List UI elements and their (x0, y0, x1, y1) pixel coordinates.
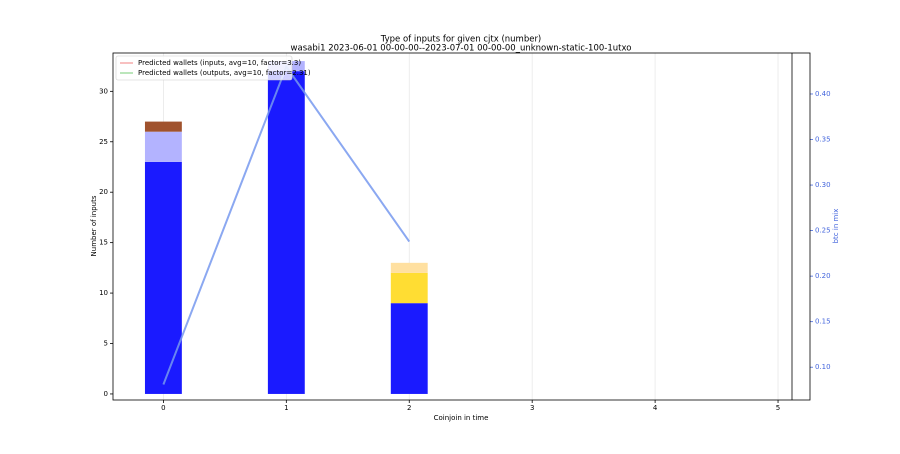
chart-subtitle: wasabi1 2023-06-01 00-00-00--2023-07-01 … (291, 44, 632, 54)
y2-tick-label: 0.20 (815, 272, 831, 280)
legend-label: Predicted wallets (inputs, avg=10, facto… (138, 59, 301, 67)
y2-tick-label: 0.40 (815, 90, 831, 98)
bar (144, 121, 182, 132)
plot-frame (112, 52, 811, 401)
x-tick-label: 2 (407, 404, 411, 412)
y2-tick-label: 0.25 (815, 227, 831, 235)
y-tick-label: 5 (104, 340, 108, 348)
x-tick-label: 1 (284, 404, 288, 412)
y2-tick-label: 0.35 (815, 136, 831, 144)
bar (390, 272, 428, 304)
y-tick-label: 10 (99, 289, 108, 297)
bar (390, 262, 428, 273)
y2-tick-label: 0.10 (815, 363, 831, 371)
y-axis-label: Number of inputs (90, 195, 98, 256)
y-tick-label: 20 (99, 188, 108, 196)
chart-title: Type of inputs for given cjtx (number) (380, 35, 542, 45)
legend-box (115, 55, 293, 81)
bar (390, 303, 428, 394)
y-tick-label: 25 (99, 138, 108, 146)
y-tick-label: 15 (99, 239, 108, 247)
y2-tick-label: 0.15 (815, 318, 831, 326)
bar (144, 131, 182, 162)
x-tick-label: 5 (776, 404, 780, 412)
x-axis-label: Coinjoin in time (434, 414, 489, 422)
y-tick-label: 0 (104, 390, 108, 398)
bar (267, 71, 305, 394)
x-tick-label: 0 (161, 404, 165, 412)
legend-label: Predicted wallets (outputs, avg=10, fact… (138, 69, 311, 77)
x-tick-label: 4 (653, 404, 658, 412)
x-tick-label: 3 (530, 404, 534, 412)
y2-tick-label: 0.30 (815, 181, 831, 189)
bar (144, 161, 182, 394)
y2-axis-label: btc in mix (832, 209, 840, 244)
y-tick-label: 30 (99, 87, 108, 95)
